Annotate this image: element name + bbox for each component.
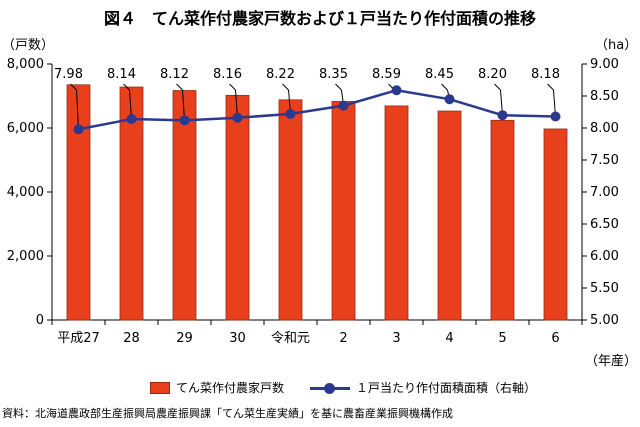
left-axis-unit: （戸数） [2,38,55,53]
right-tick-label: 9.00 [590,57,619,72]
right-tick-label: 7.00 [590,185,619,200]
left-tick-label: 2,000 [7,249,44,264]
x-tick-label: 28 [123,331,140,346]
right-tick-label: 8.00 [590,121,619,136]
data-label: 8.18 [531,67,560,82]
label-leader [547,83,554,91]
legend-bars-label: てん菜作付農家戸数 [176,381,285,395]
legend-bar-swatch [150,381,170,394]
line-point [179,115,190,126]
data-label: 8.14 [107,67,136,82]
bar [172,90,197,321]
data-label: 8.35 [319,67,348,82]
right-tick-label: 8.50 [590,89,619,104]
left-tick-label: 4,000 [7,185,44,200]
label-leader [123,83,130,91]
label-leader [335,83,342,91]
label-leader [282,83,289,91]
chart-plot: 0 2,000 4,000 6,000 8,000 5.00 5.50 6.00 6.50 7.0… [7,57,619,346]
x-tick-label: 4 [445,331,453,346]
data-label: 8.12 [160,67,189,82]
legend-line-swatch [310,382,350,394]
line-point [497,110,508,121]
line-point [444,94,455,105]
right-tick-label: 6.00 [590,249,619,264]
line-point [73,124,84,135]
x-tick-label: 令和元 [271,331,310,346]
data-labels: 7.98 8.14 8.12 8.16 8.22 8.35 8.59 8.45 8.20 8.18 [54,67,560,82]
legend: てん菜作付農家戸数 １戸当たり作付面積面積（右軸） [150,379,570,399]
data-label: 8.22 [266,67,295,82]
data-label: 8.20 [478,67,507,82]
line-point [391,85,402,96]
x-tick-label: 6 [551,331,559,346]
x-axis-unit: （年産） [585,354,638,369]
data-label: 8.45 [425,67,454,82]
label-leader [182,89,185,121]
x-tick-label: 平成27 [57,331,100,346]
x-tick-label: 3 [392,331,400,346]
line-point [285,108,296,119]
right-tick-label: 5.50 [590,281,619,296]
left-tick-label: 8,000 [7,57,44,72]
label-leader [76,89,79,130]
label-leader [176,83,183,91]
chart-title: 図４ てん菜作付農家戸数および１戸当たり作付面積の推移 [103,9,536,28]
line-point [550,111,561,122]
x-tick-label: 2 [339,331,347,346]
bar [119,86,144,321]
data-label: 8.59 [372,67,401,82]
label-leader [70,83,77,91]
right-tick-label: 6.50 [590,217,619,232]
legend-item-line: １戸当たり作付面積面積（右軸） [310,379,536,396]
label-leader [441,83,448,91]
data-label: 8.16 [213,67,242,82]
bar [278,99,303,321]
source-note: 資料：北海道農政部生産振興局農産振興課「てん菜生産実績」を基に農畜産業振興機構作… [2,407,453,420]
line-point [338,100,349,111]
x-tick-label: 30 [229,331,246,346]
left-tick-label: 0 [36,313,44,328]
right-axis-unit: （ha） [595,38,638,53]
label-leader [494,83,501,91]
legend-item-bars: てん菜作付農家戸数 [150,379,284,396]
label-leader [229,83,236,91]
legend-line-label: １戸当たり作付面積面積（右軸） [356,381,537,395]
right-tick-label: 7.50 [590,153,619,168]
line-point [232,112,243,123]
bar [437,110,462,321]
bar [66,84,91,321]
left-tick-label: 6,000 [7,121,44,136]
x-tick-label: 29 [176,331,193,346]
axes: 0 2,000 4,000 6,000 8,000 5.00 5.50 6.00 6.50 7.0… [7,57,619,346]
line-point [126,114,137,125]
bar [490,119,515,321]
bar [543,128,568,321]
bar [384,105,409,321]
right-tick-label: 5.00 [590,313,619,328]
series-line [78,88,556,131]
x-tick-label: 5 [498,331,506,346]
bar [225,94,250,321]
bar [331,101,356,321]
bar-series [66,84,568,321]
data-label: 7.98 [54,67,83,82]
line-series [73,85,561,135]
